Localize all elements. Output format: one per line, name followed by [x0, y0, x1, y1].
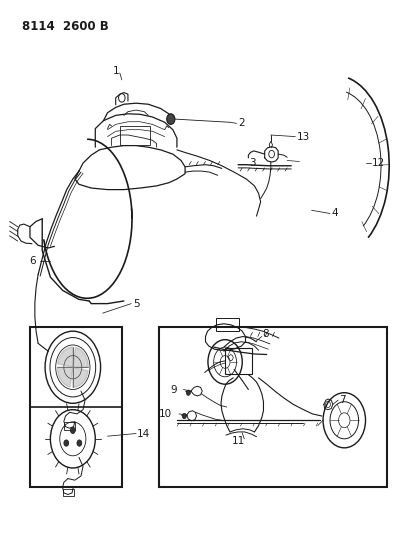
Wedge shape [57, 367, 73, 387]
Text: 12: 12 [372, 158, 385, 168]
Circle shape [167, 114, 175, 124]
Text: 9: 9 [170, 384, 177, 394]
Circle shape [70, 427, 75, 433]
Text: 2: 2 [238, 118, 245, 128]
Text: 10: 10 [159, 409, 172, 419]
Circle shape [64, 440, 69, 446]
Bar [120, 126, 150, 144]
Text: 7: 7 [339, 395, 346, 405]
Bar [62, 489, 74, 496]
Wedge shape [73, 367, 88, 387]
Text: 5: 5 [133, 298, 139, 309]
Bar [225, 348, 252, 374]
Text: 14: 14 [137, 429, 150, 439]
Text: 8114  2600 B: 8114 2600 B [22, 20, 109, 33]
Text: 11: 11 [231, 437, 245, 447]
Text: 4: 4 [331, 208, 338, 219]
Circle shape [186, 390, 190, 395]
Text: 13: 13 [296, 132, 310, 142]
Bar [159, 327, 387, 487]
Wedge shape [73, 348, 88, 367]
Bar [30, 327, 122, 487]
Wedge shape [58, 347, 73, 367]
Bar [216, 318, 239, 331]
Circle shape [182, 414, 186, 419]
Text: 8: 8 [263, 329, 269, 340]
Bar [64, 422, 75, 430]
Circle shape [77, 440, 82, 446]
Text: 3: 3 [249, 158, 256, 168]
Text: 1: 1 [113, 67, 120, 76]
Text: 6: 6 [29, 256, 36, 266]
